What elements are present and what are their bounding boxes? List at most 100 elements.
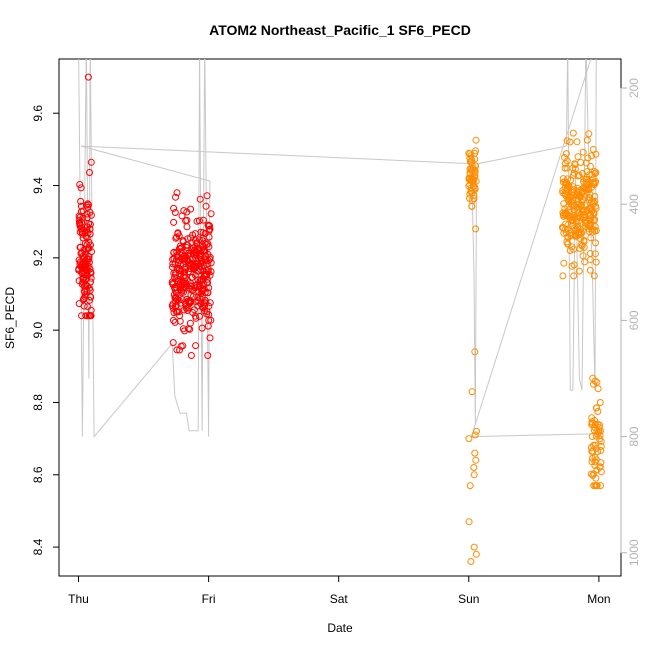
data-point	[584, 185, 592, 193]
data-point	[178, 287, 185, 295]
data-point	[202, 202, 210, 210]
y-tick-label: 8.8	[31, 394, 45, 411]
data-point	[589, 374, 597, 382]
data-point	[168, 302, 176, 310]
data-point	[87, 241, 94, 249]
data-point	[575, 267, 583, 275]
data-point	[590, 181, 598, 189]
data-point	[187, 291, 195, 299]
data-point	[472, 162, 480, 170]
data-point	[78, 312, 85, 320]
data-point	[184, 307, 192, 314]
data-point	[83, 267, 91, 275]
data-point	[568, 262, 576, 270]
data-point	[207, 259, 215, 267]
y-tick-label: 8.4	[31, 538, 45, 555]
data-point	[589, 472, 597, 479]
data-point	[467, 558, 475, 565]
data-point	[591, 250, 599, 258]
x-tick-label: Thu	[68, 592, 89, 606]
data-point	[594, 448, 602, 456]
data-point	[576, 245, 584, 252]
data-point	[564, 175, 572, 183]
data-point	[592, 404, 600, 412]
data-point	[465, 518, 473, 526]
data-point	[561, 160, 569, 168]
data-point	[592, 169, 600, 177]
data-point	[173, 346, 181, 354]
data-point	[86, 312, 94, 320]
data-point	[194, 297, 202, 305]
data-point	[76, 181, 84, 188]
data-point	[80, 287, 88, 295]
data-point	[577, 159, 585, 166]
y-tick-label: 9.4	[31, 177, 45, 194]
data-point	[77, 225, 85, 233]
data-point	[190, 306, 198, 314]
data-point	[588, 204, 596, 212]
y-axis-label: SF6_PECD	[3, 287, 17, 349]
data-point	[582, 175, 590, 183]
data-point	[466, 165, 474, 173]
data-points-layer	[75, 73, 605, 565]
data-point	[186, 298, 194, 306]
data-point	[559, 187, 567, 195]
data-point	[172, 283, 180, 291]
data-point	[583, 168, 591, 176]
data-point	[78, 228, 86, 236]
data-point	[465, 435, 473, 443]
data-point	[576, 235, 584, 243]
data-point	[588, 152, 596, 160]
data-point	[579, 148, 587, 156]
data-point	[75, 216, 83, 224]
data-point	[564, 203, 572, 211]
data-point	[200, 273, 208, 281]
data-point	[561, 225, 569, 233]
data-point	[170, 269, 178, 277]
data-point	[83, 223, 91, 231]
data-point	[206, 334, 214, 342]
data-point	[590, 272, 598, 280]
data-point	[177, 270, 185, 278]
data-point	[197, 266, 204, 274]
data-point	[579, 252, 587, 260]
data-point	[77, 202, 85, 210]
data-point	[173, 189, 181, 197]
data-point	[190, 261, 197, 268]
data-point	[169, 316, 177, 324]
data-point	[80, 267, 88, 275]
data-point	[586, 216, 593, 224]
data-point	[471, 173, 479, 181]
data-point	[174, 296, 182, 304]
y-tick-label: 9.6	[31, 105, 45, 122]
data-point	[592, 150, 600, 158]
data-point	[173, 256, 180, 264]
data-point	[472, 550, 480, 558]
data-point	[595, 423, 603, 431]
data-point	[576, 213, 584, 221]
x-tick-label: Fri	[202, 592, 216, 606]
data-point	[564, 234, 572, 242]
data-point	[586, 256, 594, 264]
data-point	[77, 184, 85, 192]
data-point	[469, 182, 477, 190]
data-point	[187, 352, 195, 359]
data-point	[466, 169, 474, 177]
data-point	[207, 268, 215, 275]
data-point	[176, 257, 184, 265]
data-point	[172, 293, 180, 301]
data-point	[562, 150, 570, 158]
data-point	[561, 164, 569, 172]
y2-tick-label: 200	[627, 78, 641, 98]
data-point	[87, 274, 95, 282]
data-point	[75, 212, 83, 220]
data-point	[79, 274, 87, 282]
data-point	[594, 385, 602, 393]
data-point	[597, 468, 605, 476]
data-point	[584, 154, 592, 162]
y2-tick-label: 600	[627, 310, 641, 330]
data-point	[84, 200, 92, 208]
data-point	[171, 273, 178, 281]
data-point	[175, 232, 183, 240]
